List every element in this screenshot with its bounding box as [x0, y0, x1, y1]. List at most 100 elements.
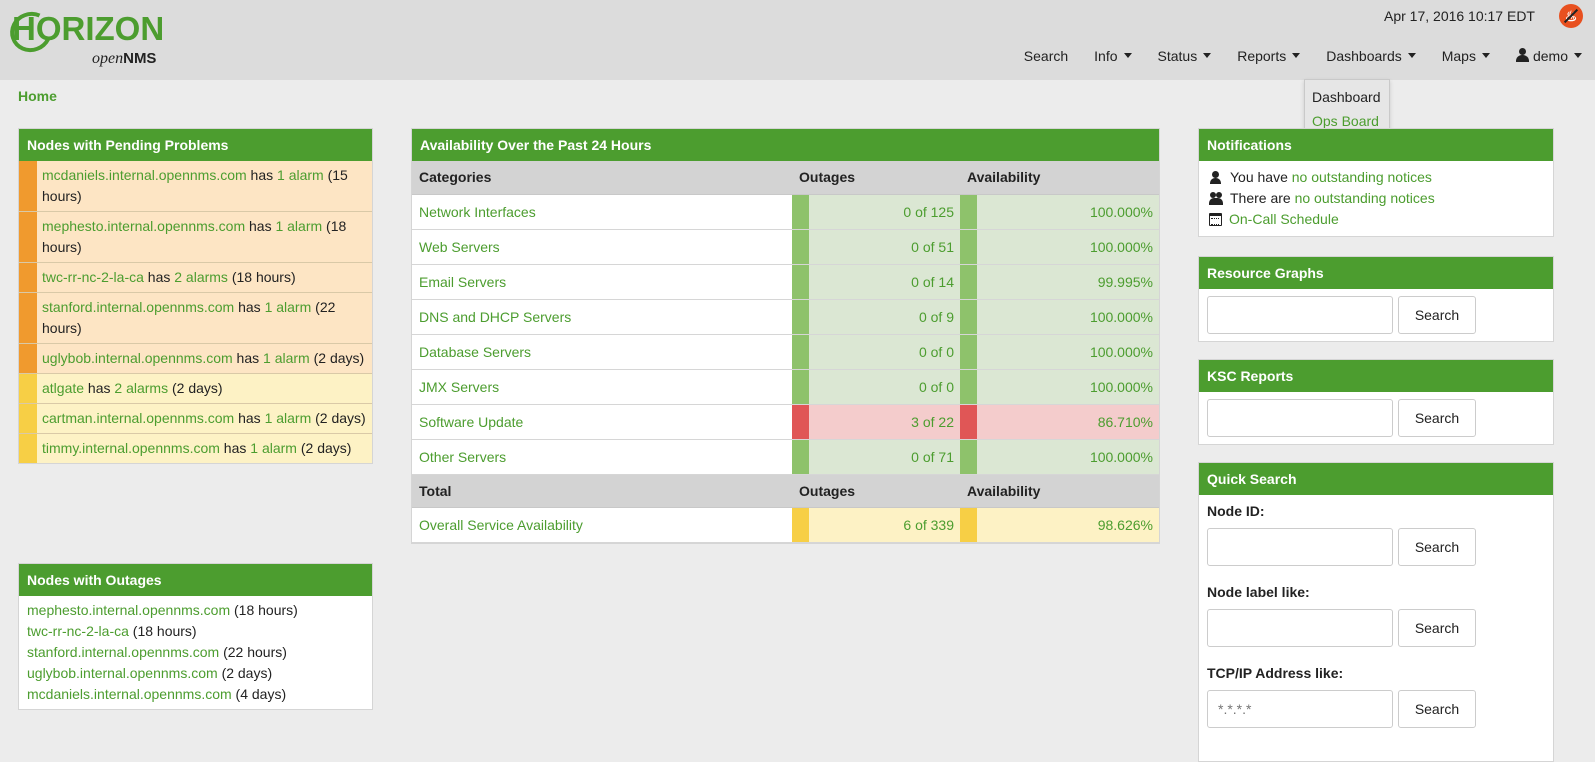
alarm-count-link[interactable]: 2 alarms — [114, 380, 169, 396]
alarm-count-link[interactable]: 2 alarms — [174, 269, 228, 285]
nav-dashboards[interactable]: Dashboards — [1313, 48, 1429, 70]
user-notices-link[interactable]: no outstanding notices — [1291, 169, 1432, 185]
node-link[interactable]: stanford.internal.opennms.com — [42, 299, 235, 315]
availability-cell: 100.000% — [960, 369, 1159, 404]
caret-down-icon — [1481, 53, 1490, 58]
node-link[interactable]: mephesto.internal.opennms.com — [27, 602, 231, 618]
user-icon — [1515, 48, 1529, 62]
node-link[interactable]: twc-rr-nc-2-la-ca — [42, 269, 144, 285]
alarm-count-link[interactable]: 1 alarm — [275, 218, 323, 234]
category-link[interactable]: Email Servers — [419, 273, 507, 290]
alarm-count-link[interactable]: 1 alarm — [263, 350, 310, 366]
menu-item-dashboard[interactable]: Dashboard — [1312, 89, 1381, 105]
category-row: Email Servers 0 of 14 99.995% — [412, 264, 1159, 300]
pending-problem-row: atlgate has 2 alarms (2 days) — [19, 373, 372, 403]
status-bar — [960, 299, 977, 334]
node-link[interactable]: cartman.internal.opennms.com — [42, 410, 235, 426]
category-link[interactable]: Other Servers — [419, 448, 507, 465]
status-bar — [792, 369, 809, 404]
alarm-count-link[interactable]: 1 alarm — [264, 299, 312, 315]
problem-age: (15 hours) — [42, 167, 348, 204]
status-bar — [960, 194, 977, 229]
availability-cell: 100.000% — [960, 334, 1159, 369]
total-header-label: Total — [412, 474, 792, 508]
category-link[interactable]: Software Update — [419, 413, 524, 430]
outage-row: mcdaniels.internal.opennms.com (4 days) — [27, 684, 364, 705]
outages-cell: 0 of 14 — [792, 264, 960, 299]
nav-status[interactable]: Status — [1145, 48, 1225, 70]
resource-graphs-search-button[interactable]: Search — [1398, 296, 1476, 334]
status-bar — [960, 229, 977, 264]
outage-age: (22 hours) — [223, 644, 287, 660]
category-link[interactable]: Database Servers — [419, 343, 532, 360]
panel-title: Quick Search — [1199, 463, 1553, 495]
category-row: JMX Servers 0 of 0 100.000% — [412, 369, 1159, 405]
ksc-reports-search-button[interactable]: Search — [1398, 399, 1476, 437]
column-header-categories: Categories — [412, 161, 792, 195]
node-id-input[interactable] — [1207, 528, 1393, 566]
pending-problem-row: twc-rr-nc-2-la-ca has 2 alarms (18 hours… — [19, 262, 372, 292]
problem-age: (18 hours) — [231, 269, 296, 285]
panel-title: Notifications — [1199, 129, 1553, 161]
ip-address-input[interactable] — [1207, 690, 1393, 728]
horizon-opennms-logo[interactable]: HORIZON openNMS — [4, 6, 182, 70]
node-link[interactable]: mephesto.internal.opennms.com — [42, 218, 246, 234]
ksc-reports-input[interactable] — [1207, 399, 1393, 437]
category-row: Web Servers 0 of 51 100.000% — [412, 229, 1159, 265]
panel-title: Availability Over the Past 24 Hours — [412, 129, 1159, 161]
category-link[interactable]: JMX Servers — [419, 378, 500, 395]
severity-bar — [19, 404, 37, 433]
status-bar — [792, 334, 809, 369]
availability-cell: 86.710% — [960, 404, 1159, 439]
alarm-count-link[interactable]: 1 alarm — [250, 440, 297, 456]
node-label-label: Node label like: — [1207, 584, 1310, 600]
category-link[interactable]: Network Interfaces — [419, 203, 536, 220]
node-link[interactable]: twc-rr-nc-2-la-ca — [27, 623, 129, 639]
outages-cell: 3 of 22 — [792, 404, 960, 439]
node-link[interactable]: stanford.internal.opennms.com — [27, 644, 220, 660]
notifications-off-icon[interactable]: ♨ — [1559, 4, 1583, 28]
panel-title: KSC Reports — [1199, 360, 1553, 392]
category-link[interactable]: DNS and DHCP Servers — [419, 308, 572, 325]
node-link[interactable]: uglybob.internal.opennms.com — [27, 665, 218, 681]
status-bar — [960, 334, 977, 369]
ip-address-search-button[interactable]: Search — [1398, 690, 1476, 728]
nav-reports[interactable]: Reports — [1224, 48, 1313, 70]
node-label-search-button[interactable]: Search — [1398, 609, 1476, 647]
notice-all-row: There are no outstanding notices — [1209, 188, 1543, 209]
pending-problem-row: mephesto.internal.opennms.com has 1 alar… — [19, 211, 372, 262]
overall-availability-link[interactable]: Overall Service Availability — [419, 516, 583, 533]
node-link[interactable]: atlgate — [42, 380, 85, 396]
notice-user-row: You have no outstanding notices — [1209, 167, 1543, 188]
pending-problem-row: cartman.internal.opennms.com has 1 alarm… — [19, 403, 372, 433]
caret-down-icon — [1292, 53, 1301, 58]
alarm-count-link[interactable]: 1 alarm — [264, 410, 312, 426]
node-link[interactable]: mcdaniels.internal.opennms.com — [27, 686, 232, 702]
resource-graphs-input[interactable] — [1207, 296, 1393, 334]
node-link[interactable]: uglybob.internal.opennms.com — [42, 350, 233, 366]
nav-maps[interactable]: Maps — [1429, 48, 1503, 70]
category-row: Database Servers 0 of 0 100.000% — [412, 334, 1159, 370]
nav-info[interactable]: Info — [1081, 48, 1144, 70]
caret-down-icon — [1574, 53, 1582, 58]
breadcrumb-home[interactable]: Home — [18, 88, 57, 104]
node-link[interactable]: mcdaniels.internal.opennms.com — [42, 167, 247, 183]
alarm-count-link[interactable]: 1 alarm — [277, 167, 324, 183]
node-link[interactable]: timmy.internal.opennms.com — [42, 440, 220, 456]
outages-cell: 0 of 0 — [792, 334, 960, 369]
main-nav: Search Info Status Reports Dashboards Ma… — [1011, 48, 1595, 70]
outages-cell: 0 of 9 — [792, 299, 960, 334]
availability-cell: 100.000% — [960, 439, 1159, 474]
status-bar — [792, 404, 809, 439]
panel-title: Nodes with Outages — [19, 564, 372, 596]
nav-search[interactable]: Search — [1023, 48, 1069, 64]
nav-user-menu[interactable]: demo — [1503, 48, 1595, 70]
node-id-search-button[interactable]: Search — [1398, 528, 1476, 566]
user-icon — [1209, 170, 1223, 185]
menu-item-ops-board[interactable]: Ops Board — [1312, 113, 1379, 129]
severity-bar — [19, 434, 37, 463]
on-call-schedule-link[interactable]: On-Call Schedule — [1229, 211, 1339, 227]
category-link[interactable]: Web Servers — [419, 238, 500, 255]
all-notices-link[interactable]: no outstanding notices — [1294, 190, 1435, 206]
node-label-input[interactable] — [1207, 609, 1393, 647]
